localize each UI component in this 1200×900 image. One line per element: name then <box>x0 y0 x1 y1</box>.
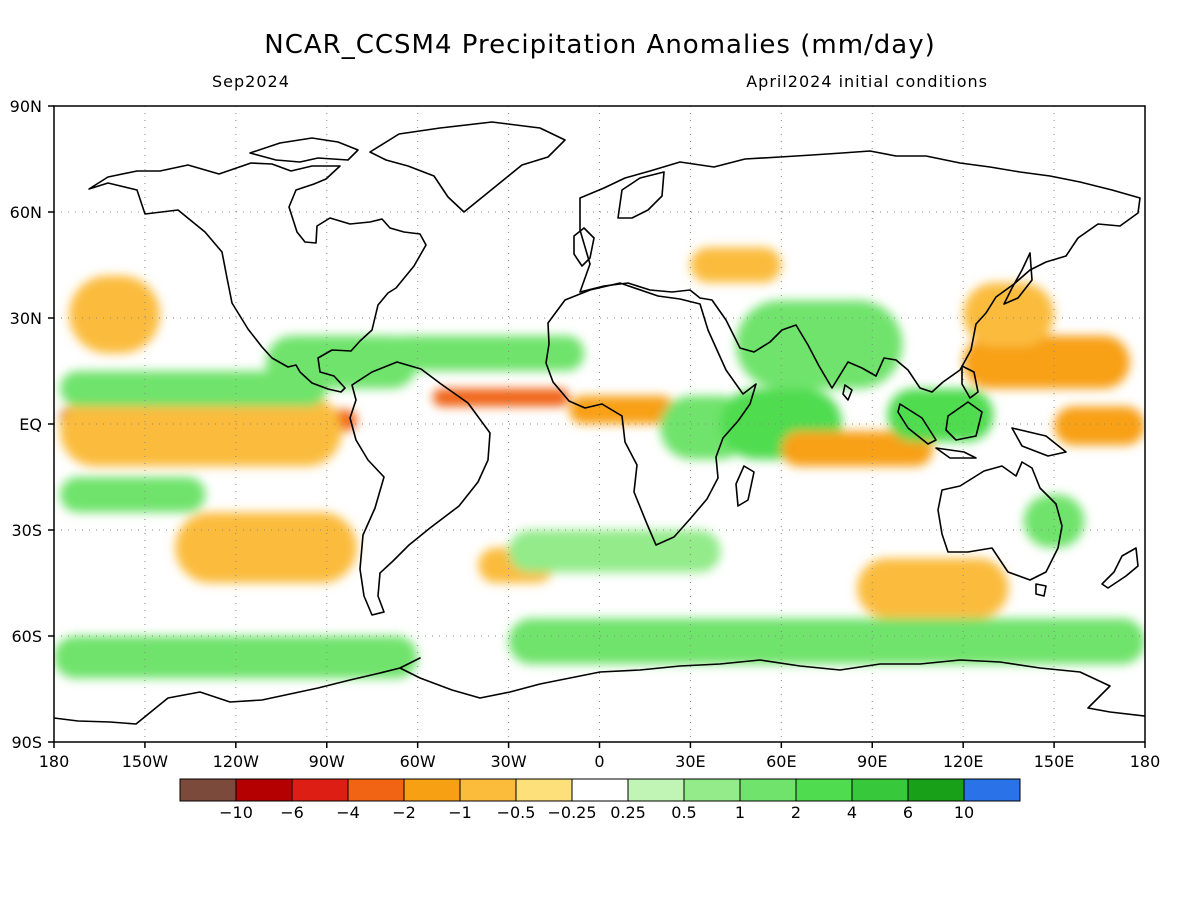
anomaly-southeast-pacific-dry <box>175 512 358 583</box>
anomaly-west-pacific-equatorial-dry <box>1054 406 1145 446</box>
borneo-coast <box>945 401 983 441</box>
anomaly-north-atlantic-wet <box>387 335 585 371</box>
lon-tick-label: 180 <box>39 752 70 771</box>
anomaly-itcz-north-pacific-wet <box>60 371 327 407</box>
colorbar-swatch <box>291 778 349 802</box>
eurasia-coast <box>579 150 1141 393</box>
anomaly-south-pacific-wet <box>60 477 206 513</box>
colorbar-swatch <box>235 778 293 802</box>
lon-tick-label: 120E <box>943 752 984 771</box>
lat-tick-label: EQ <box>19 415 42 434</box>
colorbar-label: 2 <box>791 803 801 822</box>
anomaly-west-africa-coast-dry <box>569 395 676 424</box>
colorbar-label: −1 <box>448 803 472 822</box>
scandinavia-coast <box>617 171 665 219</box>
colorbar-label: 6 <box>903 803 913 822</box>
tasmania-coast <box>1035 583 1047 597</box>
lat-tick-label: 30S <box>11 521 42 540</box>
antarctica-coast <box>54 657 1145 725</box>
british-isles-coast <box>573 227 595 267</box>
anomaly-australia-east-wet <box>1023 494 1085 548</box>
colorbar-swatch <box>347 778 405 802</box>
lat-tick-label: 90S <box>11 733 42 752</box>
colorbar-swatch <box>739 778 797 802</box>
colorbar-label: 4 <box>847 803 857 822</box>
colorbar-swatch <box>571 778 629 802</box>
greenland-coast <box>369 121 566 213</box>
lon-tick-label: 30E <box>675 752 705 771</box>
sumatra-coast <box>897 403 937 445</box>
anomaly-field <box>54 247 1145 679</box>
lon-tick-label: 90W <box>309 752 345 771</box>
anomaly-west-pacific-dry <box>963 335 1130 389</box>
lon-tick-label: 180 <box>1130 752 1161 771</box>
canadian-arctic-islands <box>249 137 359 163</box>
north-america-coast <box>88 162 427 393</box>
south-america-coast <box>349 361 491 616</box>
colorbar-swatch <box>459 778 517 802</box>
colorbar-label: −6 <box>280 803 304 822</box>
new-guinea-coast <box>1011 427 1067 457</box>
colorbar-label: 10 <box>954 803 974 822</box>
anomaly-south-indian-dry <box>857 558 1009 619</box>
colorbar: −10 −6 −4 −2 −1 −0.5 −0.25 0.25 0.5 1 2 4 6 10 <box>179 778 1021 822</box>
colorbar-label: −2 <box>392 803 416 822</box>
sri-lanka-coast <box>842 384 853 401</box>
colorbar-swatch <box>403 778 461 802</box>
anomaly-maritime-continent-wet <box>887 388 994 442</box>
colorbar-swatch <box>179 778 237 802</box>
initial-conditions-label: April2024 initial conditions <box>746 72 988 91</box>
colorbar-label: −0.25 <box>547 803 596 822</box>
coastlines <box>54 121 1145 725</box>
anomaly-east-indian-ocean-dry <box>781 431 933 467</box>
lon-tick-label: 90E <box>857 752 887 771</box>
java-coast <box>935 447 977 459</box>
anomaly-north-pacific-dry <box>69 275 161 354</box>
lon-tick-label: 60E <box>766 752 796 771</box>
lat-tick-label: 60S <box>11 627 42 646</box>
colorbar-swatch <box>627 778 685 802</box>
anomaly-pacific-dry-broad <box>60 395 342 467</box>
map-title: NCAR_CCSM4 Precipitation Anomalies (mm/d… <box>264 30 936 60</box>
colorbar-label: 1 <box>735 803 745 822</box>
lat-tick-label: 60N <box>10 203 42 222</box>
anomaly-atlantic-itcz-dry <box>432 388 570 407</box>
lat-tick-label: 90N <box>10 97 42 116</box>
valid-month-label: Sep2024 <box>212 72 290 91</box>
anomaly-japan-dry <box>963 282 1055 347</box>
colorbar-label: −4 <box>336 803 360 822</box>
colorbar-label: 0.25 <box>610 803 646 822</box>
anomaly-south-atlantic-wet <box>508 530 721 573</box>
anomaly-southern-ocean-wet-west <box>54 636 418 679</box>
africa-coast <box>545 282 757 546</box>
lon-tick-label: 150E <box>1034 752 1075 771</box>
lon-tick-label: 30W <box>490 752 526 771</box>
colorbar-swatch <box>851 778 909 802</box>
lon-tick-label: 150W <box>122 752 169 771</box>
madagascar-coast <box>735 465 755 507</box>
colorbar-swatch <box>515 778 573 802</box>
axis-ticks: 180 150W 120W 90W 60W 30W 0 30E 60E 90E 120E 150E 18… <box>10 97 1161 771</box>
colorbar-label: −0.5 <box>497 803 536 822</box>
lon-tick-label: 0 <box>594 752 604 771</box>
lat-tick-label: 30N <box>10 309 42 328</box>
lon-tick-label: 60W <box>400 752 436 771</box>
philippines-coast <box>961 365 979 399</box>
new-zealand-coast <box>1101 547 1139 589</box>
colorbar-swatch <box>683 778 741 802</box>
anomaly-southern-ocean-wet <box>508 618 1145 665</box>
australia-coast <box>937 461 1063 581</box>
colorbar-swatch <box>907 778 965 802</box>
japan-coast <box>1003 252 1033 305</box>
colorbar-swatch <box>795 778 853 802</box>
colorbar-label: −10 <box>219 803 253 822</box>
anomaly-north-europe-dry <box>690 247 782 283</box>
colorbar-swatch <box>963 778 1021 802</box>
lon-tick-label: 120W <box>213 752 260 771</box>
colorbar-label: 0.5 <box>671 803 696 822</box>
anomaly-south-asia-wet <box>735 300 903 389</box>
